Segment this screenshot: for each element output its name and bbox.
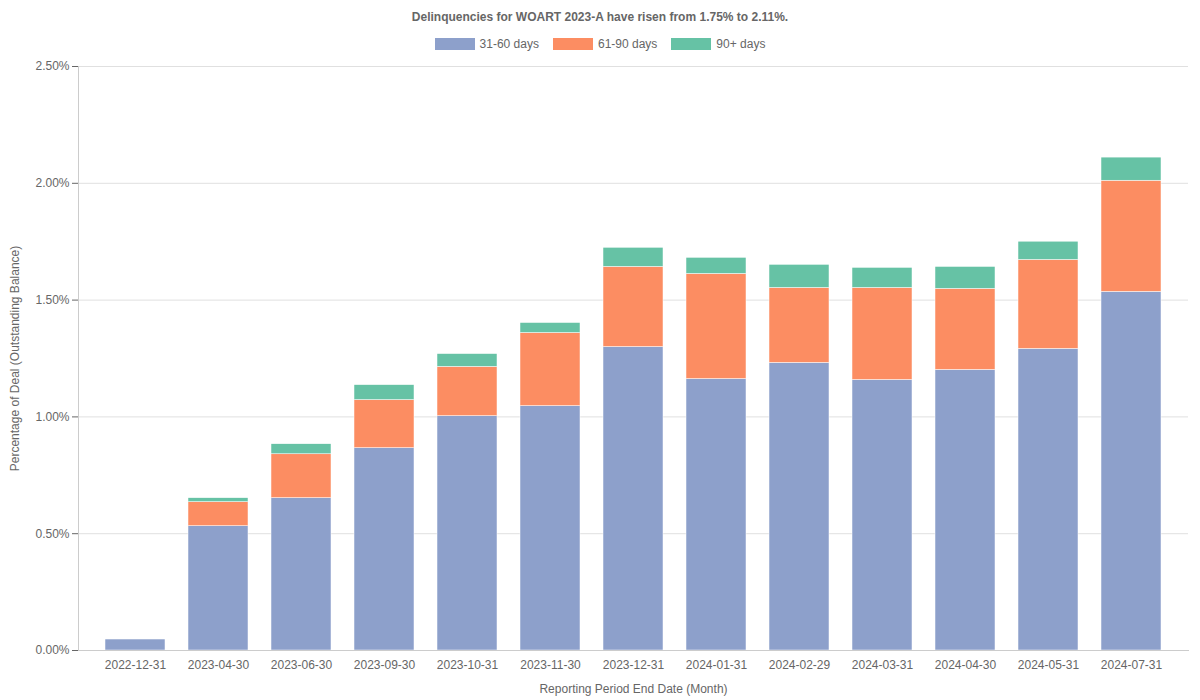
svg-text:1.00%: 1.00% <box>35 410 69 424</box>
svg-text:2024-04-30: 2024-04-30 <box>935 658 997 672</box>
html-text:61-90 days: 61-90 days <box>598 37 658 51</box>
svg-text:1.50%: 1.50% <box>35 293 69 307</box>
svg-text:2023-12-31: 2023-12-31 <box>603 658 665 672</box>
svg-text:2023-06-30: 2023-06-30 <box>271 658 333 672</box>
html-text:31-60 days: 31-60 days <box>479 37 539 51</box>
svg-text:Percentage of Deal (Outstandin: Percentage of Deal (Outstanding Balance) <box>8 246 22 471</box>
html-text:90+ days: 90+ days <box>716 37 766 51</box>
html-text:Delinquencies for WOART 2023-A: Delinquencies for WOART 2023-A have rise… <box>411 10 789 24</box>
svg-text:2024-01-31: 2024-01-31 <box>686 658 748 672</box>
svg-text:2.50%: 2.50% <box>35 59 69 73</box>
svg-text:2024-03-31: 2024-03-31 <box>852 658 914 672</box>
svg-text:2022-12-31: 2022-12-31 <box>105 658 167 672</box>
svg-text:2024-07-31: 2024-07-31 <box>1101 658 1163 672</box>
svg-text:0.00%: 0.00% <box>35 643 69 657</box>
svg-text:2024-05-31: 2024-05-31 <box>1018 658 1080 672</box>
svg-text:0.50%: 0.50% <box>35 527 69 541</box>
svg-text:2023-10-31: 2023-10-31 <box>437 658 499 672</box>
svg-text:Reporting Period End Date (Mon: Reporting Period End Date (Month) <box>539 682 727 696</box>
svg-text:2.00%: 2.00% <box>35 176 69 190</box>
svg-text:2023-09-30: 2023-09-30 <box>354 658 416 672</box>
svg-text:2023-11-30: 2023-11-30 <box>520 658 581 672</box>
svg-text:2024-02-29: 2024-02-29 <box>769 658 831 672</box>
svg-text:2023-04-30: 2023-04-30 <box>188 658 250 672</box>
